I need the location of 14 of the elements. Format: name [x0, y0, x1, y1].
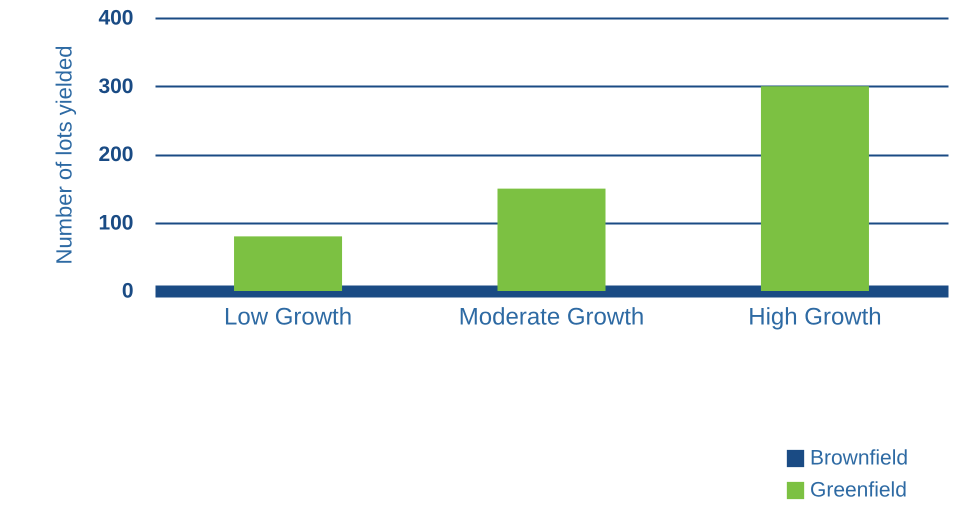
y-tick-label: 300 — [98, 74, 134, 98]
y-axis-title: Number of lots yielded — [51, 46, 76, 264]
y-tick-label: 100 — [98, 211, 134, 234]
x-tick-label: Low Growth — [224, 304, 352, 330]
bar — [234, 236, 342, 291]
bar — [497, 188, 606, 291]
legend-label: Greenfield — [810, 478, 907, 502]
legend-label: Brownfield — [810, 446, 908, 470]
y-tick-label: 200 — [98, 143, 134, 166]
y-tick-label: 400 — [98, 6, 134, 30]
bar — [760, 86, 869, 291]
y-tick-label: 0 — [122, 280, 134, 302]
x-tick-label: Moderate Growth — [458, 304, 644, 330]
x-tick-label: High Growth — [748, 304, 882, 330]
